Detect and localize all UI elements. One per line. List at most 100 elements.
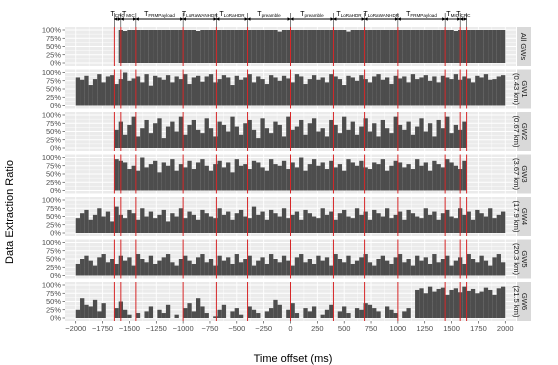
bar: [440, 259, 446, 276]
x-tick-label: −1750: [92, 324, 113, 333]
bar: [230, 116, 235, 148]
bar: [419, 77, 424, 106]
y-tick-label: 25%: [46, 220, 61, 229]
x-tick-label: 0: [288, 324, 292, 333]
bar: [247, 169, 252, 191]
bar: [273, 299, 278, 318]
bar: [273, 259, 278, 276]
interval-label-main: T: [363, 11, 368, 18]
bar: [92, 265, 98, 276]
bar: [290, 214, 295, 233]
bar: [389, 218, 394, 233]
bar: [196, 30, 201, 64]
y-tick-label: 100%: [42, 196, 62, 205]
bar: [320, 208, 325, 233]
bar: [333, 219, 338, 233]
bar: [238, 30, 244, 63]
bar: [92, 214, 98, 233]
bar: [178, 259, 184, 276]
x-tick-label: −1000: [173, 324, 194, 333]
bar: [161, 138, 166, 148]
bar: [423, 208, 428, 233]
bar: [191, 263, 197, 276]
facet-distance: (21.5 km): [512, 285, 521, 318]
bar: [200, 30, 205, 63]
bar: [432, 76, 437, 106]
bar: [165, 30, 171, 63]
bar: [80, 259, 85, 276]
facet-distance: (0.67 km): [512, 115, 521, 148]
bar: [346, 313, 351, 318]
bar: [294, 126, 300, 148]
bar: [449, 265, 454, 276]
facet-distance: (17.9 km): [512, 200, 521, 233]
bar: [135, 30, 141, 63]
bar: [397, 78, 403, 106]
bar: [470, 259, 476, 276]
bar: [135, 170, 141, 191]
bar: [260, 118, 265, 148]
bar: [187, 84, 192, 106]
bar: [165, 221, 171, 233]
bar: [320, 77, 325, 106]
bar: [372, 265, 377, 276]
bar: [342, 116, 347, 148]
bar: [183, 255, 188, 276]
bar: [299, 76, 304, 106]
bar: [384, 128, 390, 148]
facet-label: All GWs: [519, 33, 528, 61]
bar: [423, 293, 428, 318]
bar: [406, 259, 411, 276]
bar: [393, 257, 398, 276]
bar: [299, 119, 304, 148]
bar: [187, 160, 192, 191]
bar: [144, 119, 149, 148]
bar: [462, 214, 467, 233]
bar: [449, 79, 454, 106]
bar: [217, 30, 222, 63]
y-tick-label: 50%: [46, 255, 61, 264]
bar: [384, 306, 390, 318]
bar: [342, 85, 347, 106]
bar: [406, 30, 411, 63]
bar: [359, 126, 364, 148]
bar: [342, 306, 347, 318]
bar: [196, 257, 201, 276]
bar: [144, 311, 149, 318]
bar: [114, 129, 119, 148]
bar: [122, 260, 128, 276]
y-tick-label: 25%: [46, 178, 61, 187]
bar: [483, 216, 489, 233]
y-tick-label: 100%: [42, 153, 62, 162]
facet-strip: [517, 197, 531, 236]
bar: [290, 82, 295, 106]
bar: [496, 288, 501, 318]
bar: [329, 304, 334, 318]
bar: [208, 259, 214, 276]
bar: [453, 260, 459, 276]
bar: [226, 257, 231, 276]
bar: [226, 211, 231, 233]
bar: [350, 218, 355, 233]
bar: [290, 303, 295, 318]
bar: [221, 30, 227, 63]
bar: [432, 291, 437, 318]
y-tick-label: 100%: [42, 111, 62, 120]
bar: [88, 219, 93, 233]
bar: [174, 265, 179, 276]
bar: [238, 134, 244, 148]
bar: [234, 30, 239, 63]
interval-label-sub: preamble: [305, 13, 325, 18]
bar: [110, 75, 115, 106]
bar: [329, 74, 334, 106]
bar: [320, 314, 325, 318]
bar: [221, 304, 227, 318]
interval-label-main: T: [456, 11, 461, 18]
y-tick-label: 100%: [42, 238, 62, 247]
bar: [311, 30, 317, 63]
x-tick-label: −250: [255, 324, 272, 333]
bar: [161, 257, 166, 276]
y-tick-label: 25%: [46, 263, 61, 272]
bar: [359, 309, 364, 318]
bar: [88, 85, 93, 106]
